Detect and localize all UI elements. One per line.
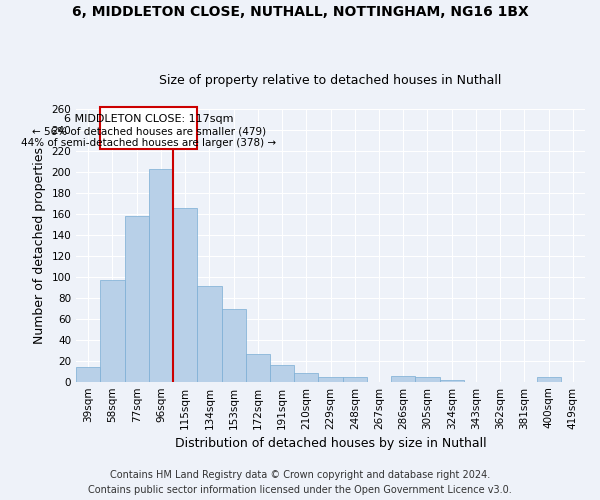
Text: 6, MIDDLETON CLOSE, NUTHALL, NOTTINGHAM, NG16 1BX: 6, MIDDLETON CLOSE, NUTHALL, NOTTINGHAM,… [71,5,529,19]
Bar [343,378,367,382]
Bar [221,310,246,382]
Bar [270,365,294,382]
Bar [415,378,440,382]
Text: 44% of semi-detached houses are larger (378) →: 44% of semi-detached houses are larger (… [21,138,277,148]
Bar [319,378,343,382]
FancyBboxPatch shape [100,107,197,149]
Bar [246,354,270,382]
Bar [294,374,319,382]
Text: Contains HM Land Registry data © Crown copyright and database right 2024.
Contai: Contains HM Land Registry data © Crown c… [88,470,512,495]
Bar [100,280,125,382]
Bar [76,367,100,382]
Bar [197,286,221,382]
Bar [536,378,561,382]
Bar [125,216,149,382]
Bar [391,376,415,382]
Bar [149,169,173,382]
Title: Size of property relative to detached houses in Nuthall: Size of property relative to detached ho… [160,74,502,87]
Y-axis label: Number of detached properties: Number of detached properties [33,147,46,344]
Bar [440,380,464,382]
Text: ← 56% of detached houses are smaller (479): ← 56% of detached houses are smaller (47… [32,127,266,137]
Bar [173,208,197,382]
Text: 6 MIDDLETON CLOSE: 117sqm: 6 MIDDLETON CLOSE: 117sqm [64,114,233,124]
X-axis label: Distribution of detached houses by size in Nuthall: Distribution of detached houses by size … [175,437,487,450]
